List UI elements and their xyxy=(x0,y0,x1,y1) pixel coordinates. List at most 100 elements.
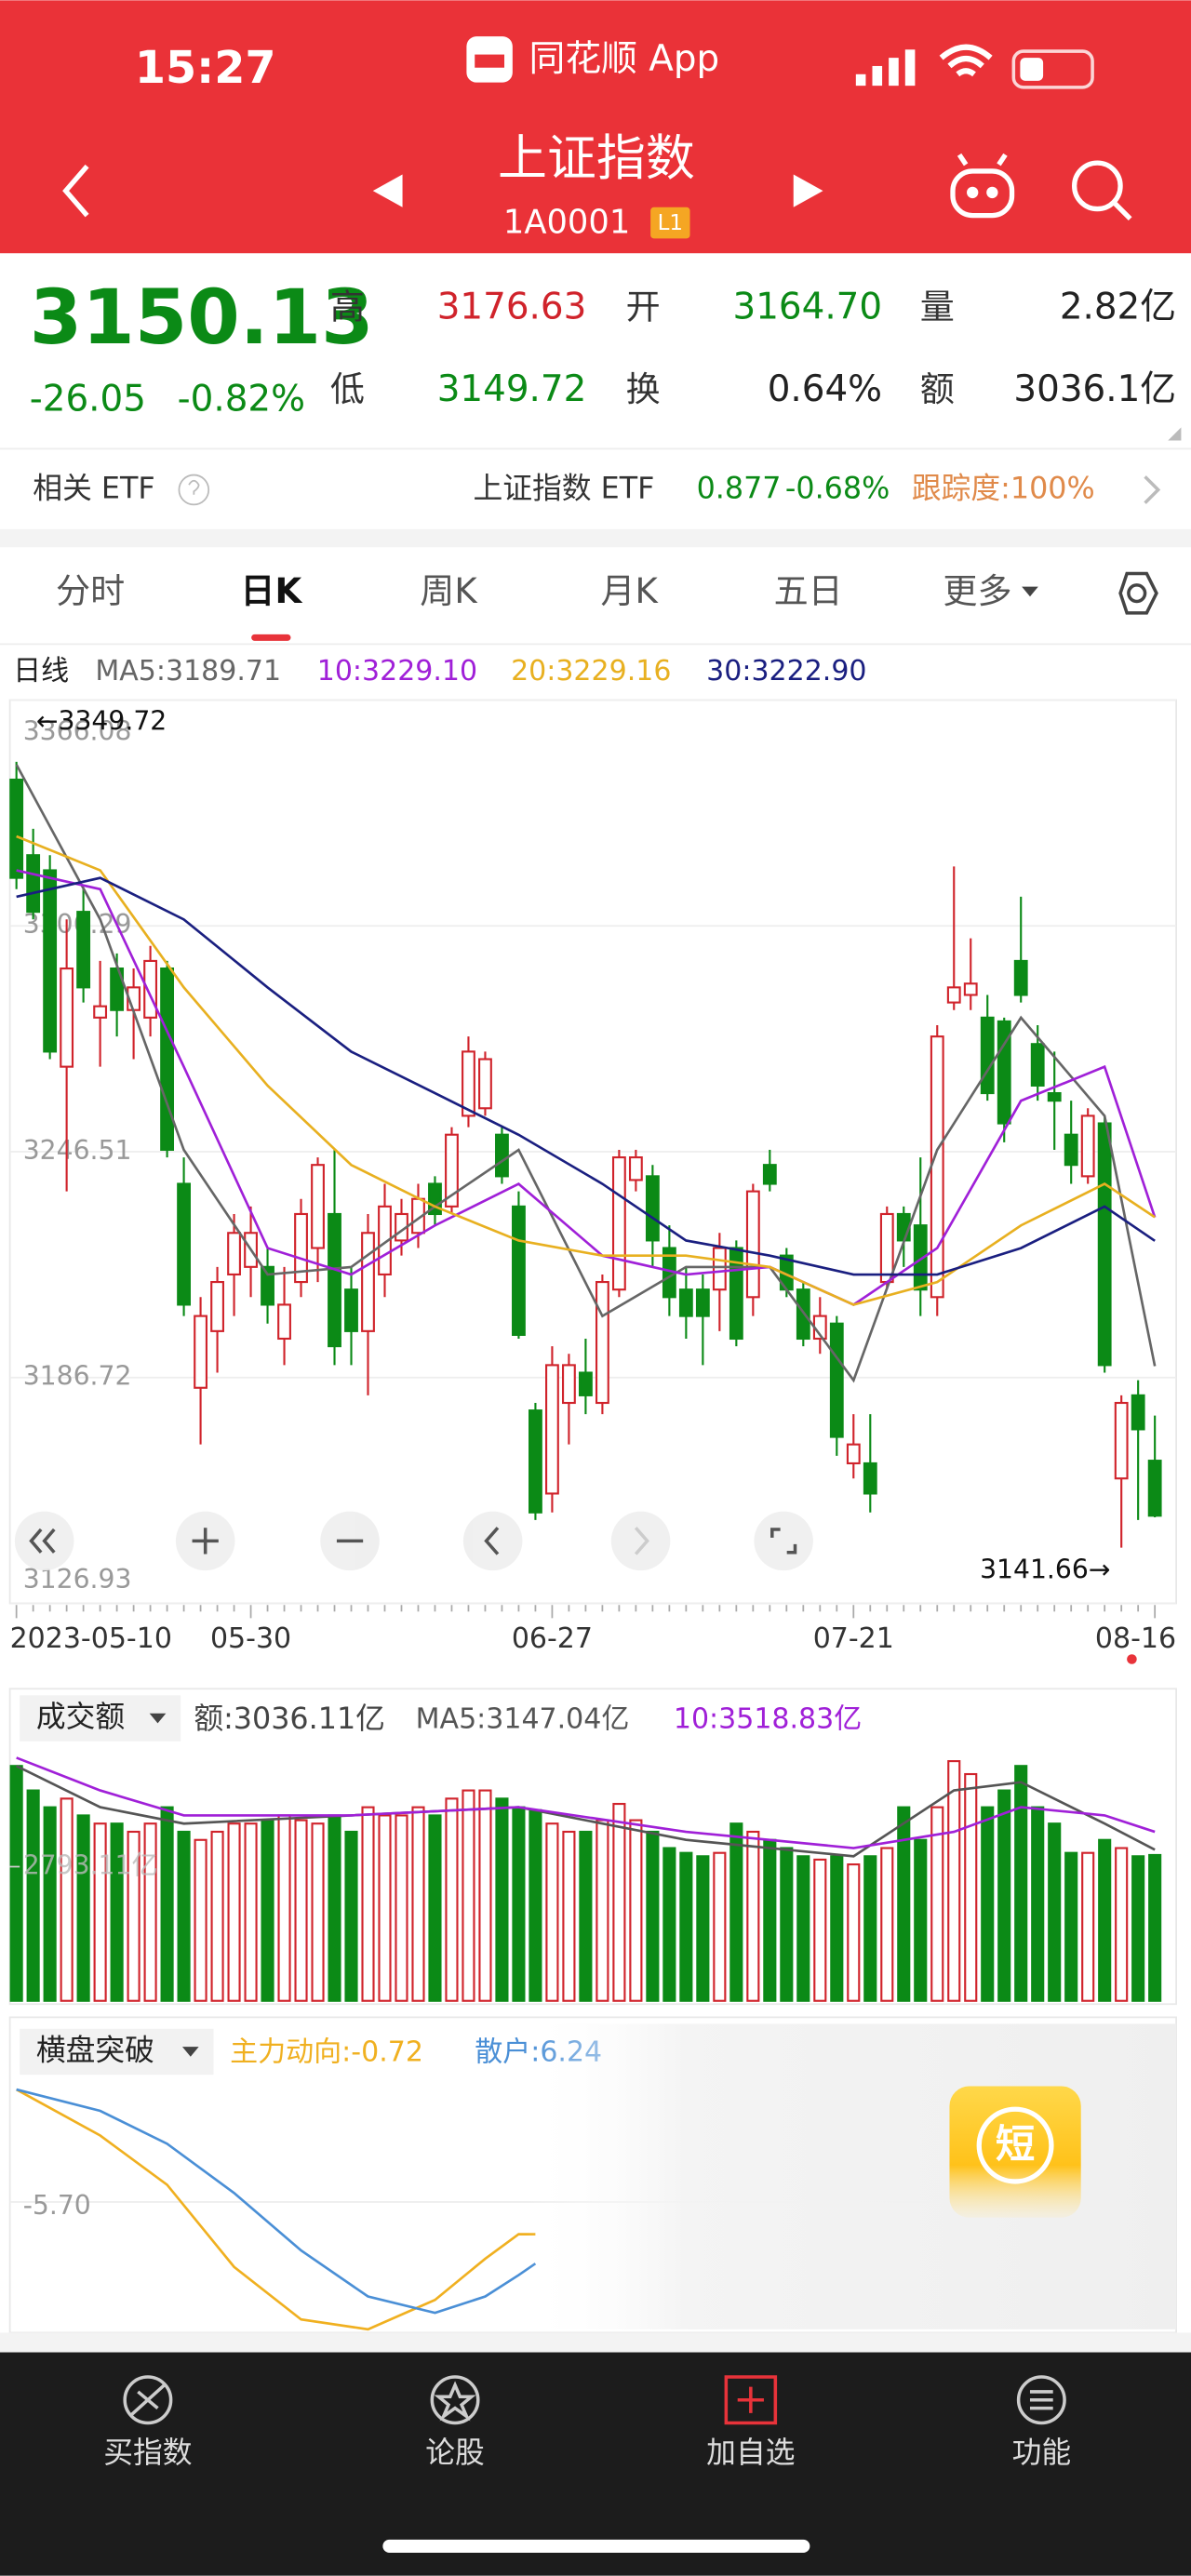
y-tick-label: 2793.11亿 xyxy=(23,1850,158,1881)
ma-line xyxy=(16,1756,1156,1849)
control-button[interactable] xyxy=(754,1511,813,1571)
volume-bar xyxy=(1081,1851,1095,2002)
volume-bar xyxy=(947,1760,961,2002)
index-code: 1A0001 xyxy=(503,203,630,241)
control-button[interactable] xyxy=(462,1511,523,1571)
volume-bar xyxy=(378,1814,392,2002)
tab[interactable]: 周K xyxy=(420,571,478,611)
candle-body xyxy=(344,1288,358,1332)
volume-bar xyxy=(1048,1822,1062,2002)
etf-name[interactable]: 上证指数 ETF xyxy=(473,472,654,505)
value: 3164.70 xyxy=(733,287,883,328)
nav-label[interactable]: 加自选 xyxy=(706,2436,795,2470)
volume-bar xyxy=(143,1822,157,2002)
nav-labels: 买指数 论股 加自选 功能 xyxy=(103,2436,1071,2470)
candle-body xyxy=(1064,1133,1078,1167)
candle-body xyxy=(210,1281,224,1332)
search-button[interactable] xyxy=(1072,160,1132,221)
quote-values: 3176.63 3164.70 2.82亿 3149.72 0.64% 3036… xyxy=(437,287,1176,410)
tab[interactable]: 日K xyxy=(240,571,302,611)
change-pct: -0.82% xyxy=(178,379,305,420)
value: 3176.63 xyxy=(437,287,587,328)
nav-label[interactable]: 买指数 xyxy=(103,2436,192,2470)
panel-value: 额:3036.11亿 xyxy=(194,1702,385,1736)
today-dot xyxy=(1127,1654,1137,1664)
volume-bar xyxy=(897,1806,911,2002)
volume-bar xyxy=(127,1830,141,2002)
band xyxy=(0,528,1191,548)
robot-button[interactable] xyxy=(950,153,1015,219)
change: -26.05 xyxy=(30,379,146,420)
candle-body xyxy=(1047,1091,1062,1102)
volume-bar xyxy=(60,1797,74,2002)
candle-body xyxy=(595,1281,609,1405)
badge-ring xyxy=(976,2106,1054,2184)
volume-bar xyxy=(562,1830,576,2002)
control-button[interactable] xyxy=(610,1511,671,1571)
chart-title: 日线 xyxy=(13,655,69,687)
candle-body xyxy=(1147,1460,1162,1517)
volume-bar xyxy=(194,1838,207,2002)
label: 低 xyxy=(330,369,365,409)
app-name: 同花顺 App xyxy=(529,38,719,80)
panel-title: 横盘突破 xyxy=(36,2034,154,2067)
volume-bar xyxy=(863,1855,877,2002)
label: 开 xyxy=(626,287,661,327)
ma-line xyxy=(16,2088,536,2331)
candle-body xyxy=(495,1133,509,1178)
ma-line xyxy=(16,876,1156,1276)
etf-label: 相关 ETF xyxy=(33,472,154,505)
candle-body xyxy=(611,1156,626,1291)
volume-bar xyxy=(612,1802,626,2002)
header-bg xyxy=(0,0,1191,254)
prev-button[interactable] xyxy=(372,174,403,207)
candle-body xyxy=(277,1303,291,1341)
candle-body xyxy=(76,911,91,989)
nav-label[interactable]: 功能 xyxy=(1012,2436,1072,2470)
tab[interactable]: 分时 xyxy=(56,571,125,611)
settings-button[interactable] xyxy=(1118,571,1158,615)
volume-bar xyxy=(813,1858,827,2002)
label: 换 xyxy=(626,369,661,409)
back-button[interactable] xyxy=(62,164,89,218)
volume-bar xyxy=(110,1822,124,2002)
volume-bar xyxy=(780,1847,794,2002)
y-tick-label: 3186.72 xyxy=(23,1361,132,1392)
candle-body xyxy=(628,1156,643,1181)
next-button[interactable] xyxy=(793,174,823,207)
tab[interactable]: 五日 xyxy=(774,571,843,611)
ma-line xyxy=(16,2088,537,2315)
dropdown[interactable] xyxy=(20,2028,214,2075)
volume-bar xyxy=(696,1855,710,2002)
candle-body xyxy=(462,1050,475,1117)
volume-bar xyxy=(997,1789,1011,2002)
volume-bar xyxy=(729,1822,743,2002)
short-badge[interactable]: 短 xyxy=(949,2086,1081,2218)
badge-bg xyxy=(949,2086,1081,2218)
extreme-label: 3141.66→ xyxy=(980,1554,1110,1584)
candle-body xyxy=(1013,959,1028,996)
nav-label[interactable]: 论股 xyxy=(425,2436,485,2470)
candle-body xyxy=(1114,1401,1129,1480)
legend-entry: 10:3229.10 xyxy=(317,655,477,687)
tab[interactable]: 月K xyxy=(601,571,660,611)
level-text: L1 xyxy=(658,211,683,235)
legend-entry: MA5:3147.04亿 xyxy=(416,1702,630,1735)
etf-arrow[interactable] xyxy=(1144,475,1161,504)
candle-body xyxy=(177,1182,191,1306)
x-tick-label: 05-30 xyxy=(210,1622,291,1655)
tab[interactable]: 更多 xyxy=(943,571,1011,611)
x-tick-label: 06-27 xyxy=(512,1622,593,1655)
x-tick-label: 07-21 xyxy=(813,1622,894,1655)
candle-body xyxy=(846,1443,861,1465)
battery-level xyxy=(1020,58,1044,81)
volume-bar xyxy=(244,1822,258,2002)
candle-body xyxy=(695,1288,710,1317)
volume-bar xyxy=(847,1863,861,2002)
volume-bar xyxy=(76,1814,90,2002)
volume-bar xyxy=(177,1830,191,2002)
candle-body xyxy=(980,1016,995,1095)
help-icon[interactable] xyxy=(178,474,210,506)
volume-bar xyxy=(428,1814,442,2002)
